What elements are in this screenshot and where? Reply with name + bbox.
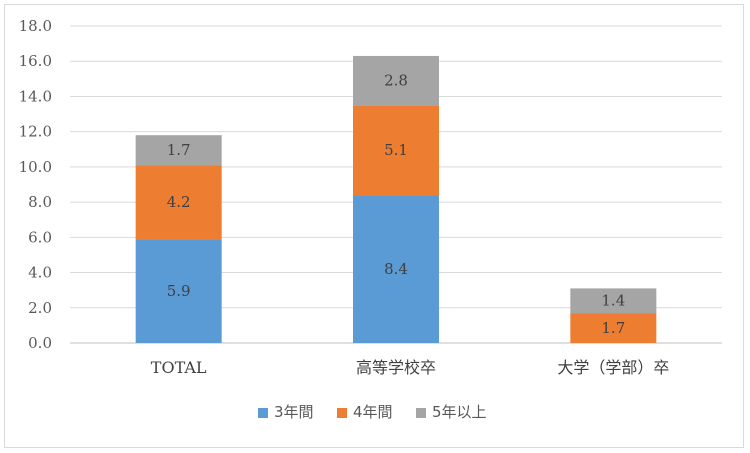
x-category-label: 大学（学部）卒 xyxy=(557,358,669,377)
bar-segment xyxy=(135,239,222,343)
y-tick-label: 6.0 xyxy=(28,228,52,246)
legend-swatch xyxy=(416,408,426,418)
y-tick-label: 2.0 xyxy=(28,299,52,317)
y-tick-label: 8.0 xyxy=(28,193,52,211)
y-tick-label: 12.0 xyxy=(19,123,52,141)
bar-segment xyxy=(135,135,222,166)
legend-swatch xyxy=(258,408,268,418)
data-label: 1.4 xyxy=(601,292,625,310)
y-tick-label: 0.0 xyxy=(28,334,52,352)
y-tick-label: 16.0 xyxy=(19,52,52,70)
bar-segment xyxy=(570,313,657,343)
data-label: 1.7 xyxy=(601,319,625,337)
x-category-label: TOTAL xyxy=(151,358,207,377)
bar-segment xyxy=(353,195,439,343)
bar-segment xyxy=(135,165,222,240)
x-category-label: 高等学校卒 xyxy=(356,358,436,377)
data-label: 1.7 xyxy=(167,141,191,159)
y-tick-label: 4.0 xyxy=(28,264,52,282)
bar-segment xyxy=(570,288,657,314)
bar-segment xyxy=(353,105,439,196)
data-label: 4.2 xyxy=(167,193,191,211)
bar-segment xyxy=(353,55,439,106)
data-label: 5.1 xyxy=(384,141,408,159)
data-label: 8.4 xyxy=(384,260,408,278)
legend-label: 5年以上 xyxy=(432,403,487,421)
data-label: 5.9 xyxy=(167,282,191,300)
legend-label: 3年間 xyxy=(274,403,314,421)
y-tick-label: 14.0 xyxy=(19,87,52,105)
y-tick-label: 10.0 xyxy=(19,158,52,176)
y-tick-label: 18.0 xyxy=(19,17,52,35)
data-label: 2.8 xyxy=(384,72,408,90)
legend-label: 4年間 xyxy=(353,403,393,421)
legend-swatch xyxy=(337,408,347,418)
